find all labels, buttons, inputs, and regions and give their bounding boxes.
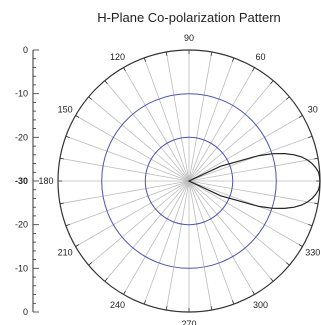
spoke-line-70 (188, 57, 235, 182)
angle-tick-210 (75, 244, 80, 247)
angle-tick-170 (59, 157, 64, 160)
spoke-line-30 (188, 115, 303, 182)
angle-tick-240 (123, 290, 126, 295)
radial-label-5: -10 (15, 263, 28, 273)
spoke-line-200 (65, 180, 190, 227)
angle-tick-60 (252, 67, 255, 72)
angle-tick-250 (143, 300, 146, 305)
spoke-line-80 (188, 51, 213, 182)
angle-tick-320 (286, 262, 290, 266)
angle-tick-100 (165, 51, 168, 56)
angle-label-180: 180 (38, 176, 53, 186)
angle-tick-10 (314, 157, 319, 160)
angle-tick-260 (165, 306, 168, 311)
spoke-line-290 (188, 180, 235, 305)
spoke-line-60 (188, 67, 255, 182)
angle-tick-130 (104, 80, 108, 84)
angle-label-300: 300 (253, 300, 268, 310)
angle-tick-140 (88, 96, 92, 100)
ring-0 (144, 136, 234, 226)
spoke-line-280 (188, 180, 213, 311)
radial-label-2: -20 (15, 132, 28, 142)
angle-tick-290 (232, 300, 235, 305)
spoke-line-170 (59, 157, 190, 182)
spoke-line-330 (188, 180, 303, 247)
angle-tick-70 (232, 57, 235, 62)
angle-label-240: 240 (110, 300, 125, 310)
spoke-line-260 (165, 180, 190, 311)
radial-label-6: 0 (23, 307, 28, 317)
angle-tick-20 (308, 135, 313, 138)
spoke-line-340 (188, 180, 313, 227)
chart-title: H-Plane Co-polarization Pattern (97, 10, 281, 25)
radial-label-0: 0 (23, 45, 28, 55)
angle-tick-220 (88, 262, 92, 266)
angle-label-90: 90 (184, 33, 194, 43)
spoke-line-130 (104, 80, 190, 182)
spoke-line-120 (123, 67, 190, 182)
spoke-line-300 (188, 180, 255, 295)
ring-1 (101, 93, 277, 269)
angle-label-120: 120 (110, 52, 125, 62)
spoke-line-20 (188, 135, 313, 182)
spoke-line-150 (75, 115, 190, 182)
spoke-line-210 (75, 180, 190, 247)
spoke-line-40 (188, 96, 290, 182)
spoke-line-240 (123, 180, 190, 295)
angular-gridlines (58, 50, 320, 312)
angle-tick-340 (308, 224, 313, 227)
angle-tick-200 (65, 224, 70, 227)
angle-label-270: 270 (181, 319, 196, 325)
spoke-line-110 (143, 57, 190, 182)
spoke-line-250 (143, 180, 190, 305)
angle-tick-280 (210, 306, 213, 311)
spoke-line-230 (104, 180, 190, 282)
angular-tick-labels: 90 60 30 330 300 270 240 210 180 150 120 (38, 33, 320, 325)
angle-tick-150 (75, 115, 80, 118)
spoke-line-160 (65, 135, 190, 182)
radial-axis (32, 49, 39, 313)
radial-label-1: -10 (15, 89, 28, 99)
spoke-line-310 (188, 180, 274, 282)
angle-label-210: 210 (58, 248, 73, 258)
spoke-line-190 (59, 180, 190, 205)
angle-tick-110 (143, 57, 146, 62)
angle-tick-300 (252, 290, 255, 295)
spoke-line-220 (88, 180, 190, 266)
angle-tick-330 (298, 244, 303, 247)
angle-tick-190 (59, 202, 64, 205)
angle-tick-40 (286, 96, 290, 100)
angle-tick-50 (270, 80, 274, 84)
spoke-line-100 (165, 51, 190, 182)
radial-tick-labels: 0 -10 -20 -30 -20 -10 0 (15, 45, 28, 317)
angle-label-30: 30 (308, 105, 318, 115)
spoke-line-350 (188, 180, 319, 205)
radial-label-3: -30 (15, 176, 28, 186)
angle-tick-80 (210, 51, 213, 56)
angle-tick-350 (314, 202, 319, 205)
angle-tick-230 (104, 278, 108, 282)
angle-label-330: 330 (305, 248, 320, 258)
spoke-line-50 (188, 80, 274, 182)
angle-tick-160 (65, 135, 70, 138)
spoke-line-140 (88, 96, 190, 182)
radial-label-4: -20 (15, 220, 28, 230)
radial-rings (101, 93, 277, 269)
angle-label-150: 150 (58, 105, 73, 115)
angular-tick-marks (58, 50, 320, 312)
angle-tick-30 (298, 115, 303, 118)
angle-label-60: 60 (255, 52, 265, 62)
angle-tick-310 (270, 278, 274, 282)
angle-tick-120 (123, 67, 126, 72)
spoke-line-320 (188, 180, 290, 266)
series-group (187, 152, 321, 210)
spoke-line-10 (188, 157, 319, 182)
